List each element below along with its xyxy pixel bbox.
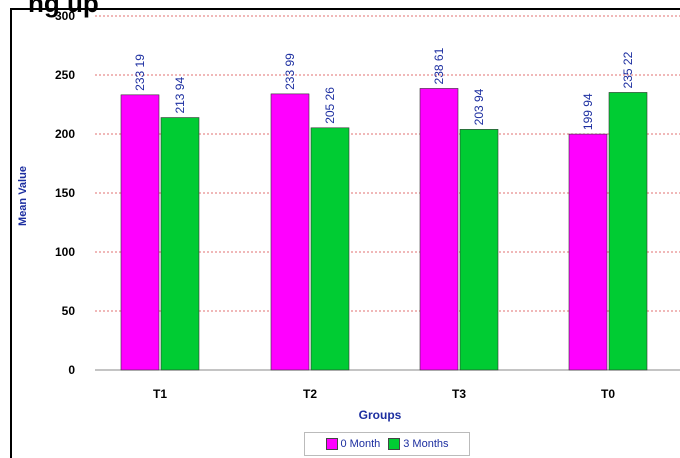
y-tick-label-0: 0 xyxy=(68,363,75,377)
bar-T0-0-month xyxy=(568,133,608,371)
y-tick-label-50: 50 xyxy=(62,304,76,318)
legend-swatch-green xyxy=(388,438,401,450)
data-label-T0-3-months: 235 22 xyxy=(621,51,635,88)
legend-swatch-magenta xyxy=(325,438,338,450)
data-label-T1-3-months: 213 94 xyxy=(173,77,187,114)
x-tick-label-T3: T3 xyxy=(452,387,466,401)
y-tick-label-250: 250 xyxy=(55,68,75,82)
x-tick-label-T2: T2 xyxy=(303,387,317,401)
data-label-T2-3-months: 205 26 xyxy=(323,87,337,124)
legend-label-3-months: 3 Months xyxy=(403,438,449,450)
data-label-T3-0-month: 238 61 xyxy=(432,47,446,84)
bar-T0-3-months xyxy=(608,92,648,371)
y-tick-label-100: 100 xyxy=(55,245,75,259)
data-label-T3-3-months: 203 94 xyxy=(472,88,486,125)
legend: 0 Month 3 Months xyxy=(304,432,470,456)
y-tick-label-200: 200 xyxy=(55,127,75,141)
x-axis-label: Groups xyxy=(358,408,402,422)
legend-item-3-months: 3 Months xyxy=(388,438,449,450)
bar-T1-0-month xyxy=(120,94,160,371)
legend-item-0-month: 0 Month xyxy=(325,438,381,450)
bar-T3-3-months xyxy=(459,129,499,371)
bar-T2-3-months xyxy=(310,127,350,371)
legend-label-0-month: 0 Month xyxy=(340,438,381,450)
bar-T2-0-month xyxy=(270,93,310,371)
bar-T3-0-month xyxy=(419,88,459,371)
data-label-T0-0-month: 199 94 xyxy=(581,93,595,130)
data-label-T2-0-month: 233 99 xyxy=(283,53,297,90)
data-label-T1-0-month: 233 19 xyxy=(133,54,147,91)
y-axis-label: Mean Value xyxy=(17,166,29,226)
y-tick-label-150: 150 xyxy=(55,186,75,200)
frame-top-border xyxy=(10,8,680,10)
x-tick-label-T1: T1 xyxy=(153,387,167,401)
x-tick-label-T0: T0 xyxy=(601,387,615,401)
bar-T1-3-months xyxy=(160,117,200,371)
y-tick-label-300: 300 xyxy=(55,9,75,23)
frame-left-border xyxy=(10,8,12,458)
